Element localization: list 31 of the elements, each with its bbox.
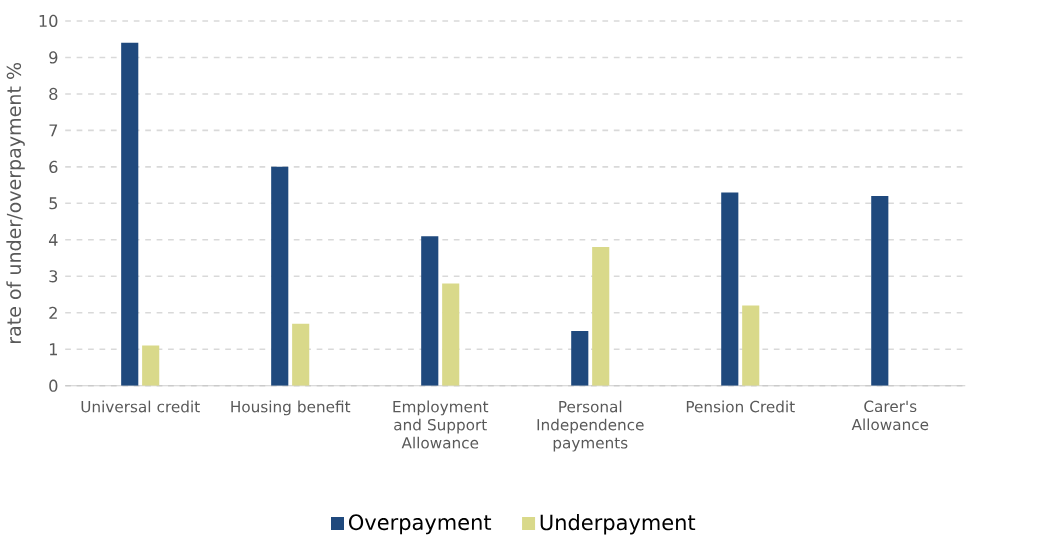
- x-tick-label: Pension Credit: [686, 400, 795, 413]
- y-tick-label: 2: [49, 307, 57, 320]
- bar: [421, 236, 439, 386]
- y-tick-label: 6: [49, 160, 58, 174]
- x-tick-label: Housing benefit: [231, 400, 351, 416]
- bar: [121, 43, 139, 386]
- y-tick-label: 3: [49, 270, 58, 283]
- legend-label: Overpayment: [349, 514, 492, 535]
- x-tick-label: Carer's Allowance: [851, 400, 929, 431]
- bar: [742, 305, 760, 386]
- y-tick-label: 10: [39, 15, 58, 28]
- y-tick-label: 5: [49, 197, 58, 210]
- y-axis-title: rate of under/overpayment %: [6, 63, 25, 344]
- y-tick-label: 8: [49, 88, 58, 101]
- x-tick-label: Employment and Support Allowance: [393, 400, 489, 449]
- bar: [142, 345, 160, 386]
- bar: [571, 331, 589, 386]
- bar: [592, 247, 610, 386]
- bar: [271, 167, 289, 386]
- x-tick-label: Universal credit: [81, 400, 200, 413]
- x-tick-label: Personal Independence payments: [537, 400, 644, 452]
- y-tick-label: 1: [49, 343, 57, 356]
- bar: [871, 196, 889, 386]
- bar: [442, 283, 460, 386]
- bar: [721, 192, 739, 386]
- y-tick-label: 9: [49, 51, 58, 64]
- y-tick-label: 7: [49, 124, 58, 137]
- bar: [292, 323, 310, 386]
- legend-label: Underpayment: [540, 514, 696, 535]
- y-tick-label: 0: [49, 379, 58, 393]
- y-tick-label: 4: [48, 234, 58, 246]
